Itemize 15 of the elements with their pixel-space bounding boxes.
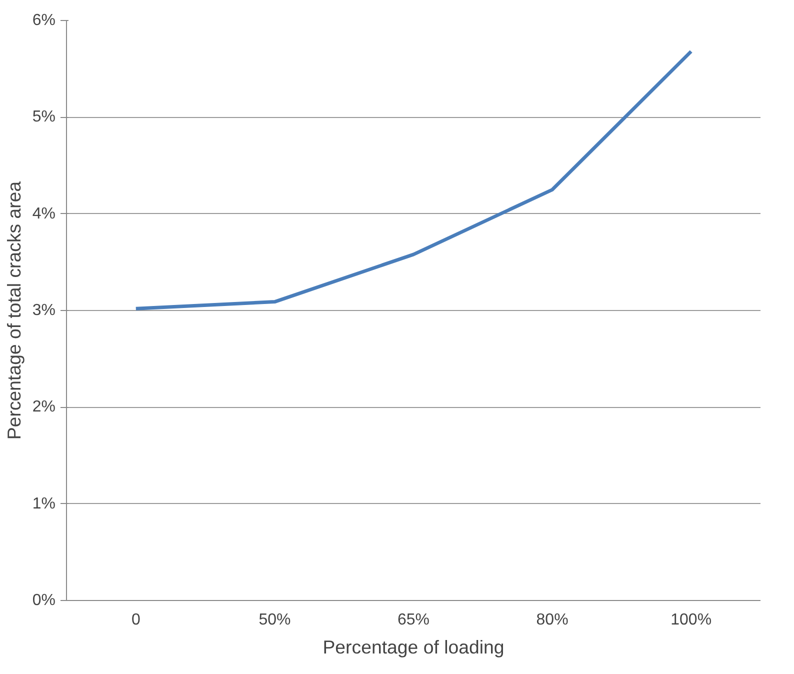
x-tick-label: 80% [536,612,568,628]
x-axis-title: Percentage of loading [322,636,504,658]
y-tick-label: 3% [32,302,56,319]
y-tick-label: 6% [32,12,56,29]
y-tick-label: 5% [32,108,56,126]
x-tick-label: 0 [131,612,140,628]
y-tick-label: 4% [32,205,56,222]
x-tick-label: 100% [670,612,712,628]
x-tick-label: 65% [397,612,430,628]
line-series [134,50,693,310]
y-tick-label: 1% [32,495,56,512]
y-axis-title: Percentage of total cracks area [3,180,24,440]
y-tick-label: 0% [32,592,56,609]
x-tick-label: 50% [258,612,291,628]
y-tick-label: 2% [32,398,56,416]
